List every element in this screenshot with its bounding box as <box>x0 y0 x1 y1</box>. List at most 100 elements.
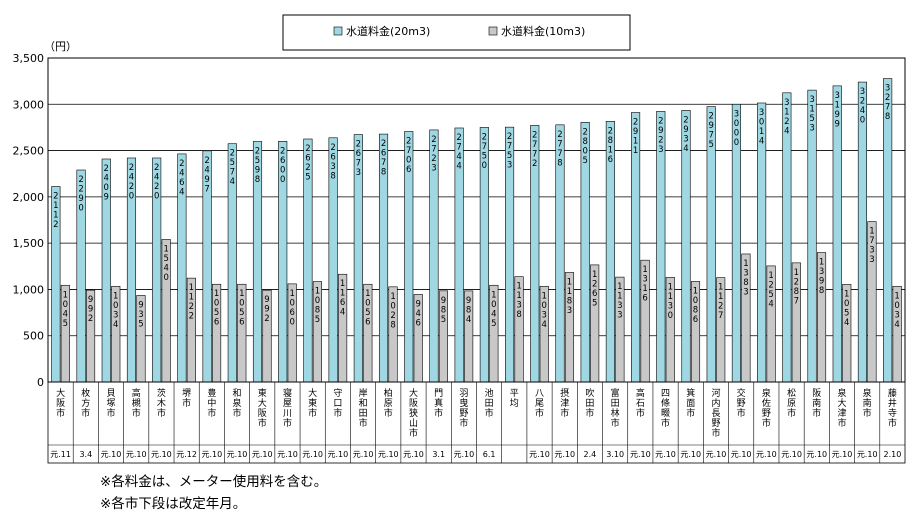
category-label: 泉佐野市 <box>762 387 771 429</box>
revision-date-label: 元.10 <box>201 450 222 459</box>
revision-date-label: 6.1 <box>483 450 496 459</box>
category-label: 交野市 <box>737 387 746 419</box>
y-unit-label: （円） <box>44 40 77 53</box>
category-label: 泉南市 <box>863 387 872 419</box>
revision-date-label: 元.11 <box>50 450 71 459</box>
revision-date-label: 元.10 <box>832 450 853 459</box>
category-label: 大阪狭山市 <box>409 387 418 439</box>
category-label: 池田市 <box>485 387 494 419</box>
category-label: 茨木市 <box>157 387 166 419</box>
category-label: 富田林市 <box>611 387 620 429</box>
revision-date-label: 元.10 <box>857 450 878 459</box>
y-tick-label: 1,500 <box>13 237 45 250</box>
category-label: 高石市 <box>636 387 645 419</box>
category-label: 豊中市 <box>207 387 216 419</box>
revision-date-label: 元.10 <box>756 450 777 459</box>
revision-date-label: 3.10 <box>606 450 624 459</box>
axes <box>47 57 906 464</box>
revision-date-label: 元.10 <box>781 450 802 459</box>
category-label: 守口市 <box>333 387 342 419</box>
category-label: 門真市 <box>434 388 443 419</box>
y-tick-label: 0 <box>37 376 44 389</box>
category-label: 阪南市 <box>812 388 821 419</box>
category-table-frame <box>47 381 906 464</box>
revision-date-label: 元.10 <box>227 450 248 459</box>
legend-box <box>282 14 631 51</box>
revision-date-label: 3.1 <box>432 450 445 459</box>
revision-date-label: 3.4 <box>79 450 92 459</box>
bar-20m3 <box>832 85 842 383</box>
revision-date-label: 元.10 <box>378 450 399 459</box>
category-label: 大東市 <box>308 387 317 419</box>
category-label: 枚方市 <box>81 387 90 419</box>
category-label: 摂津市 <box>560 387 569 419</box>
y-tick-label: 2,000 <box>13 191 45 204</box>
category-label: 寝屋川市 <box>283 387 292 429</box>
legend-swatch <box>333 26 343 36</box>
category-label: 藤井寺市 <box>888 387 897 429</box>
labels: （円） 0 500 1,000 1,500 2,000 2,500 3,000 3,500 2 1 1… <box>13 40 902 459</box>
revision-date-label: 元.10 <box>454 450 475 459</box>
category-label: 貝塚市 <box>107 388 116 419</box>
category-label: 八尾市 <box>535 389 544 419</box>
revision-date-label: 元.10 <box>529 450 550 459</box>
bar-20m3 <box>807 89 817 383</box>
legend: 水道料金(20m3) 水道料金(10m3) <box>282 14 631 51</box>
category-label: 和泉市 <box>233 388 242 419</box>
revision-date-label: 元.10 <box>403 450 424 459</box>
revision-date-label: 元.10 <box>731 450 752 459</box>
revision-date-label: 元.10 <box>655 450 676 459</box>
revision-date-label: 元.10 <box>630 450 651 459</box>
category-label: 東大阪市 <box>258 387 267 429</box>
revision-date-label: 元.10 <box>554 450 575 459</box>
plot-frame <box>47 57 906 383</box>
revision-date-label: 元.10 <box>706 450 727 459</box>
bars <box>51 78 902 383</box>
category-label: 河内長野市 <box>711 387 720 439</box>
gridlines <box>48 57 905 337</box>
y-tick-label: 3,000 <box>13 98 45 111</box>
legend-label: 水道料金(10m3) <box>501 24 585 38</box>
category-label: 堺市 <box>182 387 191 409</box>
category-label: 岸和田市 <box>359 388 368 429</box>
